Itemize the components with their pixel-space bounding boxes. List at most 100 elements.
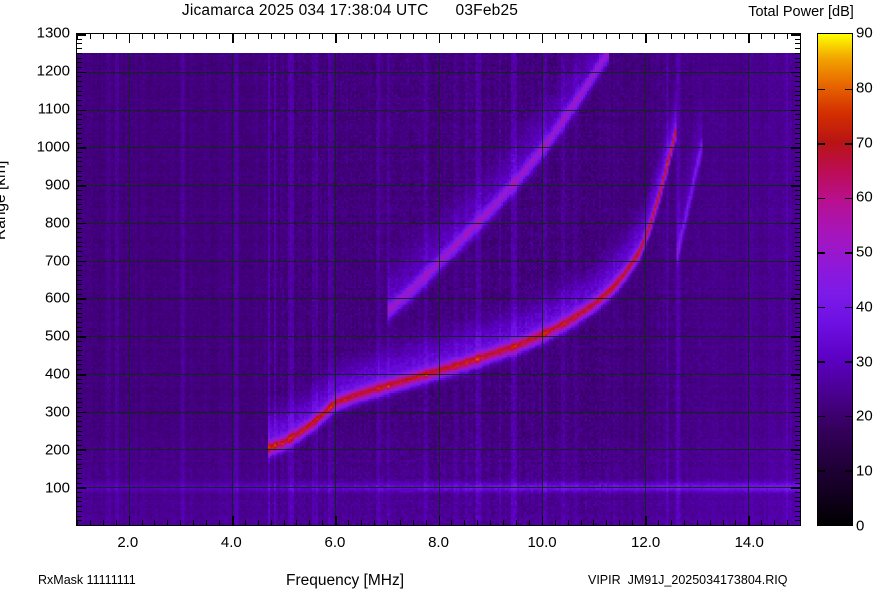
x-tick-minor bbox=[270, 520, 272, 525]
x-tick-minor-top bbox=[309, 34, 311, 39]
y-tick-minor bbox=[77, 402, 82, 404]
colorbar-tick-labels: 0 10 20 30 40 50 60 70 80 90 bbox=[856, 25, 884, 535]
y-tick-minor-right bbox=[795, 218, 800, 220]
y-tick-minor bbox=[77, 255, 82, 257]
colorbar-tick-label: 60 bbox=[856, 188, 873, 206]
y-tick-minor-right bbox=[795, 430, 800, 432]
y-tick-major bbox=[77, 373, 86, 376]
x-tick-minor bbox=[386, 520, 388, 525]
y-tick-label: 800 bbox=[44, 214, 70, 232]
y-tick-minor bbox=[77, 369, 82, 371]
y-tick-major bbox=[77, 222, 86, 225]
y-tick-minor-right bbox=[795, 388, 800, 390]
x-tick-label: 8.0 bbox=[428, 534, 449, 551]
y-tick-minor-right bbox=[795, 208, 800, 210]
y-tick-minor bbox=[77, 166, 82, 168]
x-tick-minor bbox=[115, 520, 117, 525]
x-tick-minor bbox=[800, 520, 801, 525]
y-tick-minor bbox=[77, 180, 82, 182]
y-tick-minor-right bbox=[795, 284, 800, 286]
x-tick-minor-top bbox=[554, 34, 556, 39]
y-tick-minor-right bbox=[795, 133, 800, 135]
x-tick-minor bbox=[154, 520, 156, 525]
y-tick-minor-right bbox=[795, 48, 800, 50]
y-tick-label: 1300 bbox=[36, 24, 70, 42]
y-tick-minor-right bbox=[795, 496, 800, 498]
x-tick-minor bbox=[567, 520, 569, 525]
y-tick-minor bbox=[77, 468, 82, 470]
y-tick-minor-right bbox=[795, 227, 800, 229]
y-tick-minor bbox=[77, 364, 82, 366]
y-tick-minor bbox=[77, 118, 82, 120]
x-tick-major-top bbox=[438, 34, 441, 43]
y-tick-major-right bbox=[791, 185, 800, 187]
y-tick-major bbox=[77, 336, 86, 338]
y-tick-minor-right bbox=[795, 369, 800, 371]
x-tick-minor-top bbox=[761, 34, 763, 39]
x-tick-minor-top bbox=[709, 34, 711, 39]
x-tick-minor-top bbox=[89, 34, 91, 39]
y-tick-minor bbox=[77, 397, 82, 399]
x-tick-minor bbox=[683, 520, 685, 525]
y-tick-minor bbox=[77, 331, 82, 333]
y-tick-major bbox=[77, 34, 86, 36]
x-tick-minor bbox=[580, 520, 582, 525]
y-tick-minor-right bbox=[795, 43, 800, 45]
y-tick-minor-right bbox=[795, 392, 800, 394]
y-tick-minor-right bbox=[795, 454, 800, 456]
y-tick-minor-right bbox=[795, 463, 800, 465]
ionogram-plot-area[interactable] bbox=[76, 33, 801, 526]
colorbar-tick bbox=[818, 252, 825, 254]
y-tick-minor-right bbox=[795, 440, 800, 442]
y-tick-minor bbox=[77, 48, 82, 50]
x-tick-minor-top bbox=[206, 34, 208, 39]
y-tick-minor bbox=[77, 444, 82, 446]
colorbar-tick-label: 20 bbox=[856, 407, 873, 425]
x-tick-minor bbox=[425, 520, 427, 525]
x-tick-minor bbox=[167, 520, 169, 525]
y-tick-minor-right bbox=[795, 180, 800, 182]
colorbar-gradient bbox=[818, 34, 852, 525]
x-tick-minor bbox=[141, 520, 143, 525]
y-tick-minor bbox=[77, 152, 82, 154]
y-tick-minor bbox=[77, 284, 82, 286]
x-tick-minor bbox=[503, 520, 505, 525]
colorbar-tick bbox=[845, 143, 852, 145]
colorbar-tick bbox=[818, 197, 825, 200]
x-tick-major-top bbox=[645, 34, 647, 43]
y-tick-minor bbox=[77, 246, 82, 248]
y-tick-minor-right bbox=[795, 170, 800, 172]
source-file-label: VIPIR JM91J_2025034173804.RIQ bbox=[588, 573, 788, 587]
colorbar-tick-label: 30 bbox=[856, 353, 873, 371]
y-tick-minor bbox=[77, 406, 82, 408]
x-tick-minor bbox=[632, 520, 634, 525]
y-tick-major bbox=[77, 185, 86, 187]
y-tick-minor-right bbox=[795, 251, 800, 253]
x-tick-minor-top bbox=[477, 34, 479, 39]
y-tick-minor bbox=[77, 473, 82, 475]
y-tick-minor bbox=[77, 388, 82, 390]
y-tick-minor-right bbox=[795, 241, 800, 243]
x-tick-label: 2.0 bbox=[117, 534, 139, 551]
y-tick-minor bbox=[77, 463, 82, 465]
x-tick-minor-top bbox=[283, 34, 285, 39]
x-tick-minor bbox=[322, 520, 324, 525]
x-tick-minor bbox=[180, 520, 182, 525]
y-tick-minor bbox=[77, 100, 82, 102]
y-tick-minor bbox=[77, 383, 82, 385]
x-tick-minor-top bbox=[606, 34, 608, 39]
y-tick-minor bbox=[77, 496, 82, 498]
x-tick-minor bbox=[412, 520, 414, 525]
y-tick-minor-right bbox=[795, 515, 800, 517]
y-tick-major-right bbox=[791, 411, 800, 414]
y-tick-minor bbox=[77, 350, 82, 352]
x-tick-label: 10.0 bbox=[527, 534, 557, 551]
y-tick-minor-right bbox=[795, 123, 800, 125]
y-tick-minor-right bbox=[795, 142, 800, 144]
y-tick-label: 300 bbox=[44, 403, 70, 421]
colorbar[interactable] bbox=[817, 33, 853, 526]
y-tick-minor-right bbox=[795, 326, 800, 328]
y-tick-minor-right bbox=[795, 194, 800, 196]
y-tick-minor bbox=[77, 293, 82, 295]
y-tick-minor-right bbox=[795, 100, 800, 102]
